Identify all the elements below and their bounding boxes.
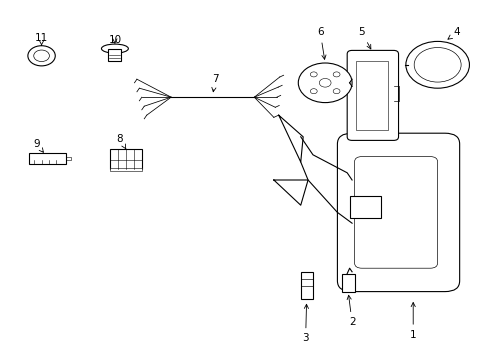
Bar xyxy=(342,274,354,292)
FancyBboxPatch shape xyxy=(346,50,398,140)
Text: 9: 9 xyxy=(33,139,43,152)
Text: 11: 11 xyxy=(35,33,48,46)
Text: 5: 5 xyxy=(358,27,370,49)
Bar xyxy=(107,49,121,61)
Circle shape xyxy=(34,50,49,62)
Text: 7: 7 xyxy=(211,74,218,92)
Circle shape xyxy=(28,46,55,66)
Circle shape xyxy=(310,72,317,77)
Circle shape xyxy=(298,63,351,103)
Bar xyxy=(355,61,387,130)
Text: 1: 1 xyxy=(409,302,416,340)
Text: 6: 6 xyxy=(316,27,325,59)
Text: 4: 4 xyxy=(447,27,460,39)
FancyBboxPatch shape xyxy=(337,133,459,292)
Text: 2: 2 xyxy=(346,295,355,327)
Text: 8: 8 xyxy=(116,134,125,149)
Bar xyxy=(349,196,381,218)
Circle shape xyxy=(310,89,317,94)
FancyBboxPatch shape xyxy=(354,157,437,268)
Text: 3: 3 xyxy=(302,304,308,343)
Circle shape xyxy=(332,89,339,94)
Circle shape xyxy=(319,78,330,87)
Circle shape xyxy=(405,41,468,88)
Text: 10: 10 xyxy=(108,35,121,45)
Bar xyxy=(110,168,142,171)
Bar xyxy=(110,149,142,169)
Bar xyxy=(300,272,312,299)
Ellipse shape xyxy=(101,44,128,53)
Circle shape xyxy=(332,72,339,77)
Bar xyxy=(29,153,66,164)
Circle shape xyxy=(413,48,460,82)
